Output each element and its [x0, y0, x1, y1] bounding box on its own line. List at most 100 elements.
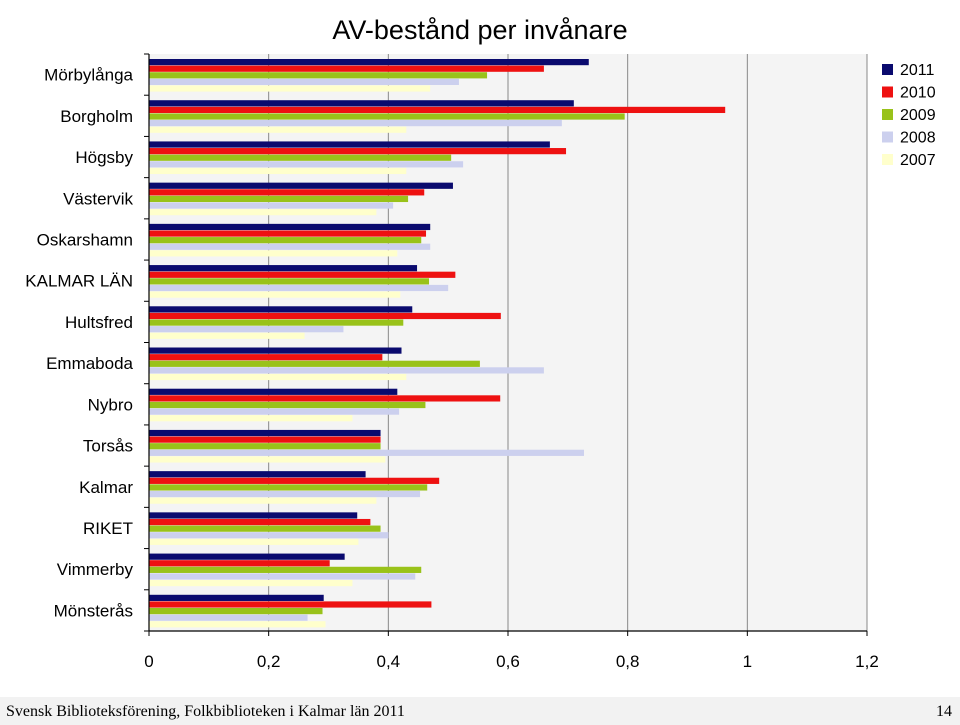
bar-2011 [149, 471, 366, 478]
bar-2007 [149, 621, 326, 628]
bars [149, 59, 726, 628]
bar-2011 [149, 594, 324, 601]
bar-2011 [149, 306, 413, 313]
bar-2010 [149, 601, 432, 608]
category-label: Torsås [83, 437, 133, 456]
bar-2008 [149, 161, 464, 168]
bar-2011 [149, 347, 402, 354]
bar-chart: AV-bestånd per invånare Mörbylånga Borgho… [25, 15, 936, 671]
bar-2008 [149, 78, 459, 85]
bar-2008 [149, 532, 389, 539]
legend-label: 2008 [900, 130, 936, 147]
category-label: Mönsterås [54, 601, 133, 620]
category-label: Västervik [63, 189, 133, 208]
bar-2011 [149, 265, 418, 272]
bar-2007 [149, 456, 386, 463]
bar-2009 [149, 607, 323, 615]
chart-title: AV-bestånd per invånare [332, 15, 627, 45]
bar-2009 [149, 195, 409, 203]
bar-2007 [149, 85, 431, 92]
bar-2009 [149, 113, 625, 120]
bar-2009 [149, 237, 422, 244]
bar-2009 [149, 525, 381, 532]
bar-2008 [149, 367, 544, 374]
bar-2010 [149, 312, 501, 320]
bar-2011 [149, 223, 431, 231]
legend-label: 2011 [900, 62, 935, 79]
bar-2008 [149, 243, 431, 250]
bar-2011 [149, 553, 345, 560]
bar-2009 [149, 278, 430, 285]
bar-2010 [149, 148, 567, 155]
x-tick-label: 1 [743, 652, 752, 671]
bar-2008 [149, 284, 449, 292]
category-label: Högsby [75, 148, 133, 167]
bar-2010 [149, 395, 501, 402]
bar-2009 [149, 72, 488, 79]
bar-2010 [149, 354, 383, 361]
bar-2010 [149, 106, 726, 114]
bar-2009 [149, 484, 428, 491]
bar-2010 [149, 436, 381, 443]
axes [144, 53, 868, 636]
bar-2008 [149, 614, 308, 621]
category-label: KALMAR LÄN [25, 272, 133, 291]
bar-2007 [149, 167, 407, 175]
bar-2009 [149, 443, 381, 450]
bar-2007 [149, 415, 353, 422]
legend-swatch [882, 64, 893, 75]
legend-swatch [882, 109, 893, 120]
bar-2008 [149, 120, 562, 127]
legend-swatch [882, 154, 893, 165]
legend: 2011 2010 2009 2008 2007 [882, 62, 936, 169]
bar-2008 [149, 490, 421, 498]
bar-2008 [149, 326, 344, 333]
bar-2011 [149, 100, 574, 107]
category-label: Kalmar [79, 478, 133, 497]
bar-2009 [149, 154, 452, 161]
bar-2007 [149, 126, 407, 133]
bar-2010 [149, 477, 440, 484]
bar-2010 [149, 189, 425, 196]
bar-2011 [149, 388, 398, 395]
bar-2008 [149, 449, 584, 456]
footer: Svensk Biblioteksförening, Folkbibliotek… [0, 697, 960, 725]
x-tick-label: 0,4 [377, 652, 401, 671]
bar-2011 [149, 182, 453, 189]
bar-2007 [149, 332, 305, 339]
bar-2010 [149, 518, 371, 526]
category-label: Oskarshamn [37, 230, 133, 249]
legend-swatch [882, 131, 893, 143]
bar-2011 [149, 59, 589, 66]
bar-2007 [149, 250, 398, 257]
bar-2008 [149, 202, 394, 209]
bar-2009 [149, 566, 422, 573]
x-tick-label: 0,8 [616, 652, 640, 671]
bar-2010 [149, 65, 544, 72]
bar-2008 [149, 573, 416, 580]
bar-2011 [149, 141, 550, 148]
category-label: Vimmerby [57, 560, 134, 579]
x-tick-label: 0,2 [257, 652, 281, 671]
category-label: Mörbylånga [44, 66, 133, 85]
bar-2007 [149, 579, 353, 587]
bar-2007 [149, 497, 377, 504]
bar-2009 [149, 401, 426, 409]
bar-2010 [149, 560, 330, 567]
bar-2011 [149, 512, 358, 519]
bar-2007 [149, 373, 407, 381]
x-tick-labels: 0 0,2 0,4 0,6 0,8 1 1,2 [144, 652, 879, 671]
bar-2009 [149, 360, 480, 367]
bar-2010 [149, 271, 456, 278]
legend-label: 2010 [900, 85, 936, 102]
category-label: Emmaboda [46, 354, 133, 373]
legend-swatch [882, 86, 893, 98]
x-tick-label: 0 [144, 652, 153, 671]
x-tick-label: 1,2 [855, 652, 879, 671]
bar-2008 [149, 408, 400, 415]
legend-label: 2009 [900, 107, 936, 124]
category-label: Borgholm [60, 107, 133, 126]
category-label: RIKET [83, 519, 133, 538]
bar-2009 [149, 319, 404, 326]
